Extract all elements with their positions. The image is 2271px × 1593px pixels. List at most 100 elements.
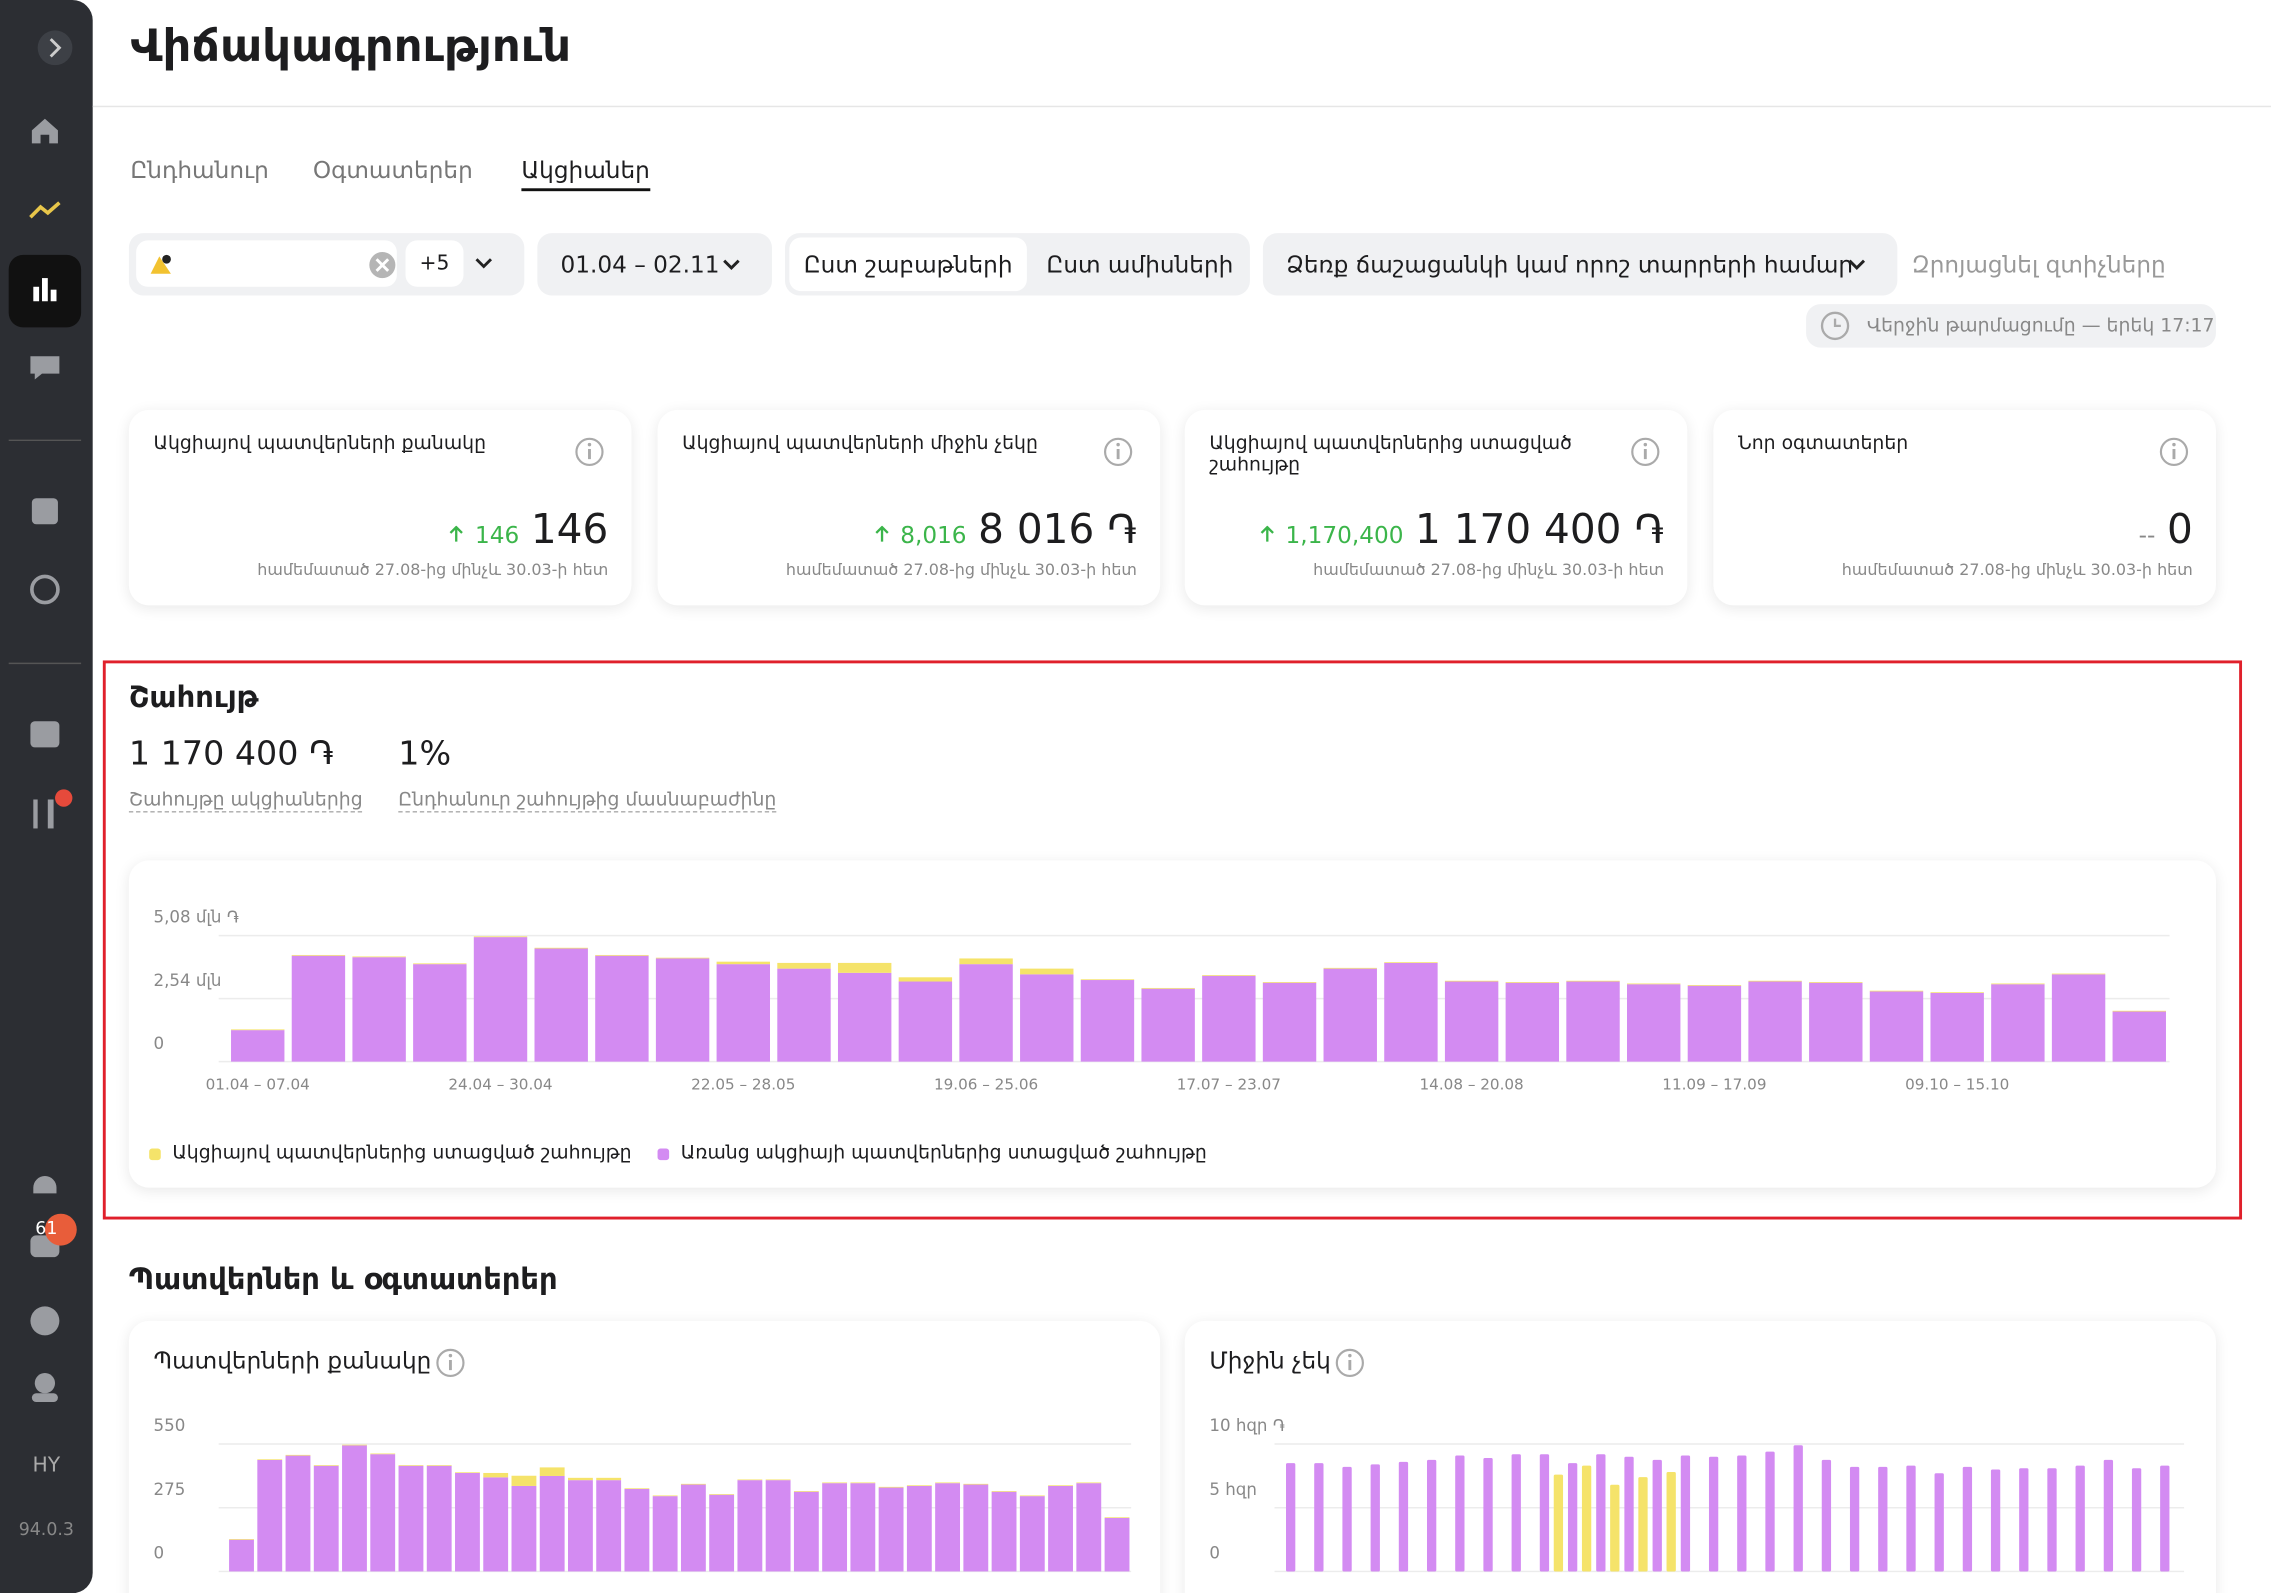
kpi-note: համեմատած 27.08-ից մինչև 30.03-ի հետ: [257, 560, 609, 580]
bar: [511, 1475, 537, 1486]
info-icon[interactable]: [574, 436, 606, 468]
bar: [1638, 1477, 1648, 1572]
bar: [906, 1485, 932, 1486]
language[interactable]: HY: [32, 1454, 61, 1478]
bar: [2047, 1468, 2057, 1572]
reset-filters[interactable]: Զրոյացնել զտիչները: [1911, 250, 2166, 279]
bar: [837, 972, 892, 1062]
kpi-card: Ակցիայով պատվերների միջին չեկը 8,016 8 016…: [657, 409, 1161, 606]
bar: [1202, 975, 1256, 1062]
bar: [398, 1465, 424, 1466]
bar: [624, 1488, 650, 1572]
bar: [229, 1539, 254, 1572]
period-option-active[interactable]: Ըստ շաբաթների: [789, 237, 1027, 292]
info-icon[interactable]: [1102, 436, 1134, 468]
period-toggle: Ըստ շաբաթների Ըստ ամիսների: [785, 233, 1250, 296]
bar: [1793, 1445, 1803, 1572]
bar: [413, 964, 467, 1062]
bar: [398, 1465, 424, 1572]
search[interactable]: Ձեռք ճաշացանկի կամ որոշ տարրերի համար: [1262, 233, 1898, 296]
chart-title: Պատվերների քանակը: [153, 1346, 432, 1375]
y-tick-label: 550: [154, 1416, 186, 1435]
bar: [1610, 1484, 1620, 1572]
bar: [1596, 1454, 1606, 1572]
bar: [483, 1472, 509, 1478]
bar: [1080, 980, 1135, 1062]
period-option[interactable]: Ըստ ամիսների: [1046, 250, 1234, 279]
section-title: Շահույթ: [128, 679, 259, 715]
up-arrow: [1260, 525, 1274, 542]
bar: [850, 1483, 876, 1572]
bar: [1323, 968, 1377, 1062]
bar: [291, 955, 346, 1062]
bar: [1020, 974, 1074, 1062]
bar: [716, 961, 770, 965]
tab[interactable]: Օգտատերեր: [312, 156, 473, 184]
bar: [1991, 983, 2045, 985]
bar: [285, 1455, 311, 1572]
bar: [1202, 975, 1256, 976]
bar: [1444, 980, 1499, 982]
stat-label[interactable]: Ընդհանուր շահույթից մասնաբաժինը: [398, 789, 777, 813]
legend-label: Առանց ակցիայի պատվերներից ստացված շահույ…: [680, 1142, 1207, 1165]
bar: [935, 1483, 961, 1572]
info-icon[interactable]: [2158, 436, 2190, 468]
date-filter[interactable]: 01.04 – 02.11: [537, 233, 772, 296]
legend-item[interactable]: Ակցիայով պատվերներից ստացված շահույթը: [149, 1143, 632, 1164]
kpi-value: 0: [2166, 505, 2193, 554]
bar: [1342, 1466, 1352, 1572]
bar: [1581, 1465, 1592, 1572]
kpi-note: համեմատած 27.08-ից մինչև 30.03-ի հետ: [1841, 560, 2193, 580]
bar: [652, 1495, 678, 1497]
bar: [1104, 1517, 1130, 1572]
kpi-card: Ակցիայով պատվերներից ստացված շահույթը 1,1…: [1184, 409, 1688, 606]
shop-filter[interactable]: +5: [128, 233, 525, 296]
stat-value: 1 170 400 ֏: [128, 735, 334, 774]
kpi-value: 1 170 400 ֏: [1415, 505, 1665, 554]
bar: [1962, 1466, 1973, 1572]
bar: [231, 1029, 285, 1031]
bar: [906, 1485, 932, 1572]
stat-value: 1%: [398, 735, 452, 774]
bar: [777, 968, 831, 1062]
legend-item[interactable]: Առանց ակցիայի պատվերներից ստացված շահույ…: [657, 1142, 1207, 1165]
tab[interactable]: Ընդհանուր: [130, 156, 269, 184]
bar: [652, 1496, 678, 1572]
bar: [1869, 991, 1924, 1062]
bar: [229, 1539, 254, 1540]
more-count[interactable]: +5: [405, 240, 464, 287]
bar: [2160, 1465, 2170, 1572]
kpi-delta: --: [2138, 521, 2156, 549]
bar: [285, 1454, 311, 1456]
legend-swatch: [657, 1147, 670, 1160]
bar: [1314, 1463, 1324, 1572]
bar: [765, 1479, 791, 1481]
bar: [1930, 992, 1984, 993]
x-tick-label: 19.06 – 25.06: [934, 1075, 1038, 1093]
bar: [1567, 1463, 1578, 1572]
chart-card: [1184, 1320, 2216, 1593]
bar: [2019, 1468, 2029, 1572]
bar: [1991, 984, 2045, 1062]
bar: [1566, 981, 1620, 1062]
x-tick-label: 17.07 – 23.07: [1177, 1075, 1281, 1093]
stat-label[interactable]: Շահույթը ակցիաներից: [128, 789, 363, 813]
kpi-row: -- 0: [2139, 505, 2193, 553]
bar: [342, 1444, 367, 1446]
tab-active[interactable]: Ակցիաներ: [521, 156, 650, 192]
info-icon[interactable]: [1629, 436, 1661, 468]
divider: [92, 105, 2271, 108]
info-icon[interactable]: [1334, 1347, 1366, 1379]
kpi-row: 1,170,400 1 170 400 ֏: [1259, 505, 1664, 554]
bar: [1553, 1474, 1564, 1572]
bar: [313, 1465, 339, 1466]
shop-field[interactable]: [136, 240, 397, 287]
x-tick-label: 24.04 – 30.04: [448, 1075, 552, 1093]
bar: [596, 1477, 622, 1481]
bar: [455, 1472, 480, 1572]
info-icon[interactable]: [435, 1347, 467, 1379]
bar: [1262, 982, 1317, 983]
bar: [1048, 1485, 1073, 1486]
bar: [1809, 982, 1863, 1062]
